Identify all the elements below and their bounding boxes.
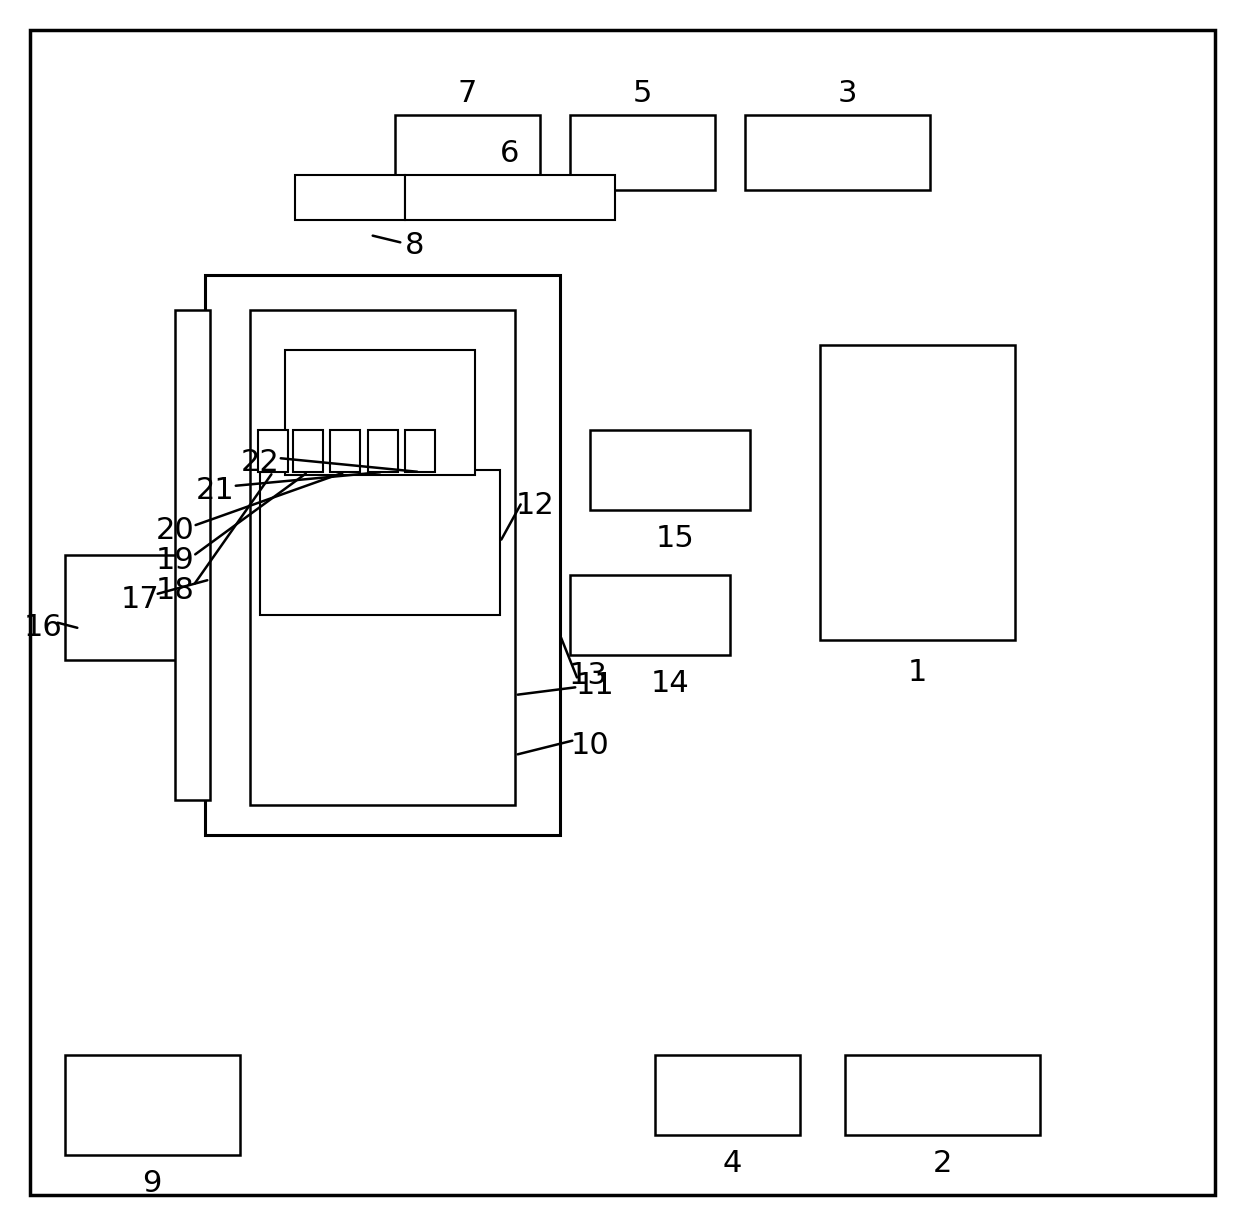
Bar bbox=[250, 310, 515, 805]
Text: 3: 3 bbox=[837, 78, 857, 107]
Bar bbox=[820, 346, 1016, 640]
Bar bbox=[368, 430, 398, 473]
Text: 17: 17 bbox=[120, 585, 160, 614]
Text: 14: 14 bbox=[651, 669, 689, 697]
Bar bbox=[295, 175, 405, 220]
Text: 21: 21 bbox=[196, 475, 234, 504]
Bar bbox=[405, 430, 435, 473]
Bar bbox=[64, 556, 205, 661]
Bar bbox=[396, 115, 539, 190]
Text: 6: 6 bbox=[500, 138, 520, 167]
Bar bbox=[330, 430, 360, 473]
Bar bbox=[655, 1055, 800, 1136]
Text: 16: 16 bbox=[24, 613, 62, 641]
Text: 11: 11 bbox=[575, 670, 614, 700]
Text: 5: 5 bbox=[632, 78, 652, 107]
Bar bbox=[590, 430, 750, 510]
Text: 10: 10 bbox=[570, 730, 609, 759]
Text: 1: 1 bbox=[908, 657, 926, 686]
Text: 7: 7 bbox=[458, 78, 476, 107]
Text: 4: 4 bbox=[723, 1149, 742, 1177]
Text: 13: 13 bbox=[569, 661, 608, 690]
Text: 9: 9 bbox=[143, 1168, 161, 1198]
Bar bbox=[175, 310, 210, 800]
Text: 18: 18 bbox=[155, 575, 195, 604]
Bar bbox=[258, 430, 288, 473]
Bar bbox=[405, 175, 615, 220]
Bar bbox=[293, 430, 322, 473]
Text: 8: 8 bbox=[405, 231, 425, 260]
Text: 20: 20 bbox=[156, 515, 195, 545]
Bar bbox=[570, 115, 715, 190]
Text: 22: 22 bbox=[241, 448, 279, 476]
Bar bbox=[205, 275, 560, 835]
Text: 15: 15 bbox=[656, 524, 694, 552]
Bar bbox=[64, 1055, 241, 1155]
Bar bbox=[844, 1055, 1040, 1136]
Text: 2: 2 bbox=[932, 1149, 951, 1177]
Text: 19: 19 bbox=[156, 546, 195, 575]
Bar bbox=[260, 470, 500, 615]
Bar bbox=[745, 115, 930, 190]
Text: 12: 12 bbox=[516, 491, 554, 519]
Bar bbox=[285, 350, 475, 475]
Bar bbox=[570, 575, 730, 654]
